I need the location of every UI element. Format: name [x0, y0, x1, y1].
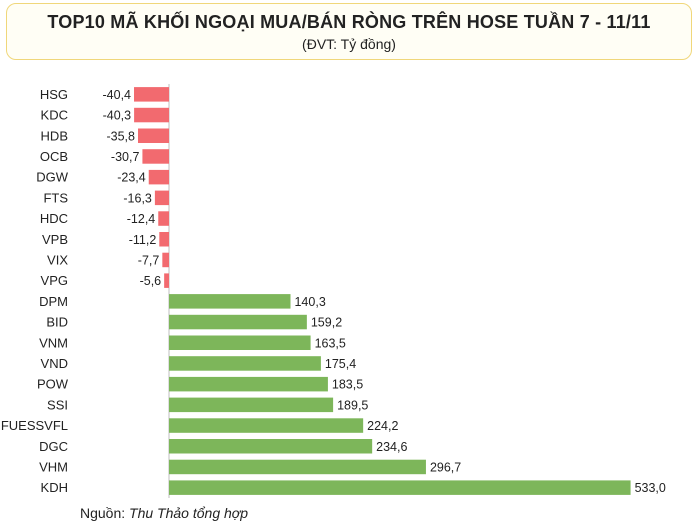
value-label-ssi: 189,5 — [337, 398, 368, 412]
value-label-fts: -16,3 — [123, 191, 152, 205]
value-label-dgc: 234,6 — [376, 440, 407, 454]
category-label-hsg: HSG — [40, 87, 68, 102]
category-label-hdb: HDB — [41, 128, 68, 143]
value-label-kdc: -40,3 — [103, 109, 132, 123]
bar-vnm — [169, 335, 311, 350]
category-label-fuessvfl: FUESSVFL — [1, 418, 68, 433]
category-label-ocb: OCB — [40, 149, 68, 164]
category-label-dgc: DGC — [39, 439, 68, 454]
category-label-dgw: DGW — [36, 170, 69, 185]
category-label-hdc: HDC — [40, 211, 68, 226]
category-label-dpm: DPM — [39, 294, 68, 309]
value-label-ocb: -30,7 — [111, 150, 140, 164]
value-label-vnd: 175,4 — [325, 357, 356, 371]
bar-vpb — [159, 232, 169, 247]
category-label-vpb: VPB — [42, 232, 68, 247]
bar-dpm — [169, 294, 291, 309]
value-label-dpm: 140,3 — [294, 295, 325, 309]
value-label-bid: 159,2 — [311, 316, 342, 330]
value-label-fuessvfl: 224,2 — [367, 419, 398, 433]
category-label-pow: POW — [37, 377, 69, 392]
source-name: Thu Thảo tổng hợp — [129, 505, 249, 521]
value-label-hsg: -40,4 — [103, 88, 132, 102]
bar-vhm — [169, 459, 426, 475]
bar-hdb — [137, 128, 169, 143]
category-label-vhm: VHM — [39, 459, 68, 474]
category-label-vix: VIX — [47, 252, 68, 267]
value-label-vpb: -11,2 — [129, 233, 157, 247]
bar-hdc — [158, 211, 169, 226]
bar-ssi — [169, 397, 334, 413]
value-label-dgw: -23,4 — [117, 171, 146, 185]
chart-header: TOP10 MÃ KHỐI NGOẠI MUA/BÁN RÒNG TRÊN HO… — [6, 3, 692, 60]
bar-fuessvfl — [169, 418, 364, 433]
source-note: Nguồn: Thu Thảo tổng hợp — [80, 505, 248, 521]
category-label-vnd: VND — [41, 356, 68, 371]
value-label-hdc: -12,4 — [127, 212, 156, 226]
bar-bid — [169, 314, 307, 330]
value-label-hdb: -35,8 — [106, 129, 135, 143]
category-label-bid: BID — [46, 315, 68, 330]
bar-pow — [169, 376, 328, 392]
bar-vpg — [164, 273, 169, 288]
value-label-pow: 183,5 — [332, 378, 363, 392]
bar-fts — [154, 190, 169, 206]
bar-dgc — [169, 439, 373, 454]
value-label-vix: -7,7 — [138, 253, 160, 267]
value-label-vpg: -5,6 — [140, 274, 162, 288]
bar-kdh — [169, 480, 631, 495]
category-label-fts: FTS — [43, 190, 68, 205]
bar-ocb — [142, 149, 169, 164]
chart-title: TOP10 MÃ KHỐI NGOẠI MUA/BÁN RÒNG TRÊN HO… — [47, 12, 651, 32]
bar-hsg — [134, 87, 169, 102]
bar-dgw — [148, 169, 169, 185]
category-label-vnm: VNM — [39, 335, 68, 350]
chart-subtitle: (ĐVT: Tỷ đồng) — [302, 36, 396, 52]
bar-vnd — [169, 356, 321, 371]
category-label-ssi: SSI — [47, 397, 68, 412]
category-label-kdc: KDC — [41, 108, 68, 123]
category-label-vpg: VPG — [41, 273, 68, 288]
source-prefix: Nguồn: — [80, 505, 126, 521]
bar-kdc — [134, 107, 169, 123]
category-label-kdh: KDH — [41, 480, 68, 495]
value-label-vnm: 163,5 — [315, 336, 346, 350]
value-label-kdh: 533,0 — [635, 481, 666, 495]
bar-vix — [162, 252, 169, 268]
value-label-vhm: 296,7 — [430, 460, 461, 474]
